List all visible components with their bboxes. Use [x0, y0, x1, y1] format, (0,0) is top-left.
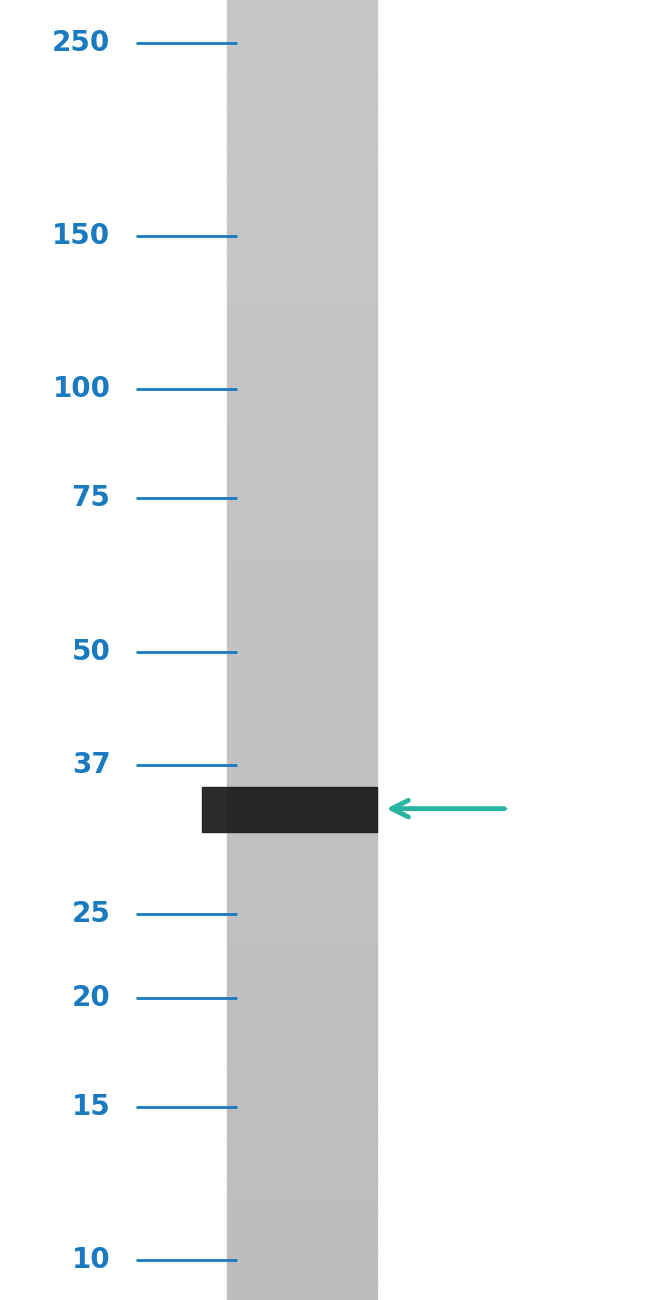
Text: 25: 25 — [72, 900, 110, 928]
Text: 20: 20 — [72, 984, 110, 1011]
Text: 10: 10 — [72, 1247, 111, 1274]
Text: 37: 37 — [72, 751, 110, 780]
Text: 100: 100 — [53, 376, 110, 403]
Text: 250: 250 — [52, 29, 110, 57]
Text: 50: 50 — [72, 637, 110, 666]
Text: 150: 150 — [53, 222, 110, 250]
Text: 75: 75 — [72, 484, 110, 512]
Text: 15: 15 — [72, 1093, 110, 1121]
